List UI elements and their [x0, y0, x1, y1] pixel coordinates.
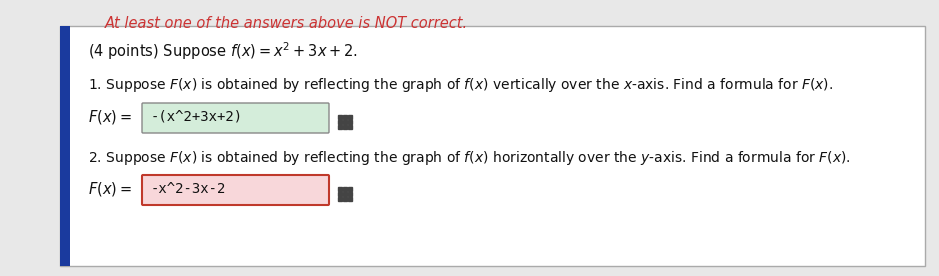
Text: At least one of the answers above is NOT correct.: At least one of the answers above is NOT…: [105, 16, 469, 31]
Text: $F(x)=$: $F(x)=$: [88, 180, 132, 198]
Text: -x^2-3x-2: -x^2-3x-2: [151, 182, 226, 196]
FancyBboxPatch shape: [142, 175, 329, 205]
Bar: [60, 26, 70, 266]
FancyBboxPatch shape: [142, 103, 329, 133]
Text: (4 points) Suppose $f(x) = x^2 + 3x + 2$.: (4 points) Suppose $f(x) = x^2 + 3x + 2$…: [88, 40, 358, 62]
Text: $F(x)=$: $F(x)=$: [88, 108, 132, 126]
Text: -(x^2+3x+2): -(x^2+3x+2): [151, 110, 243, 124]
Bar: [60, 26, 925, 266]
Text: 1. Suppose $F(x)$ is obtained by reflecting the graph of $f(x)$ vertically over : 1. Suppose $F(x)$ is obtained by reflect…: [88, 76, 833, 94]
Text: 2. Suppose $F(x)$ is obtained by reflecting the graph of $f(x)$ horizontally ove: 2. Suppose $F(x)$ is obtained by reflect…: [88, 149, 851, 167]
